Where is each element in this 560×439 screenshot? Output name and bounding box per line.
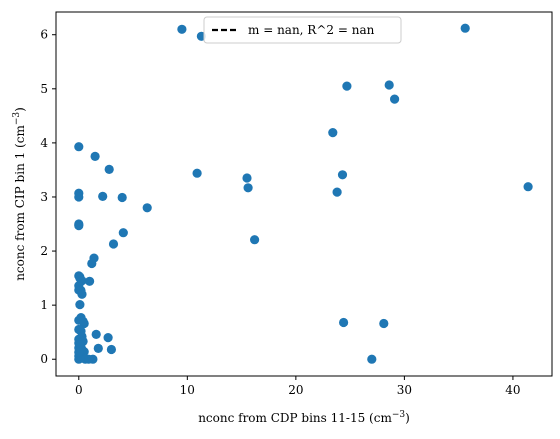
data-point: [84, 354, 94, 364]
data-point: [177, 24, 187, 34]
y-tick-label: 5: [40, 82, 48, 96]
data-point: [74, 142, 84, 152]
plot-frame: [55, 11, 553, 377]
data-point: [103, 333, 113, 343]
data-point: [106, 344, 116, 355]
data-point: [74, 324, 84, 335]
data-point: [390, 94, 400, 104]
data-point: [337, 170, 348, 180]
x-axis-ticks: 0 10 20 30 40: [75, 376, 521, 397]
data-point: [93, 343, 103, 353]
data-point: [242, 173, 252, 183]
data-point: [87, 258, 97, 269]
data-point: [384, 80, 394, 90]
data-point: [91, 329, 101, 339]
data-point: [75, 300, 85, 310]
data-point: [367, 354, 377, 364]
data-point: [523, 182, 533, 192]
data-point: [78, 316, 88, 326]
x-axis-label: nconc from CDP bins 11-15 (cm−3): [198, 410, 410, 425]
data-point: [118, 228, 128, 238]
data-point: [98, 191, 108, 201]
data-point: [108, 239, 119, 249]
scatter-points: [74, 23, 533, 364]
x-tick-label: 30: [397, 383, 412, 397]
y-tick-label: 3: [40, 190, 48, 204]
data-point: [74, 192, 84, 202]
legend-box: [203, 16, 402, 44]
data-point: [342, 81, 352, 91]
y-tick-label: 1: [40, 298, 48, 312]
data-point: [142, 203, 152, 213]
x-tick-label: 0: [75, 383, 83, 397]
data-point: [339, 317, 349, 328]
data-point: [74, 221, 84, 231]
data-point: [90, 151, 100, 161]
x-tick-label: 10: [180, 383, 195, 397]
x-tick-label: 20: [288, 383, 303, 397]
data-point: [250, 235, 260, 245]
data-point: [332, 187, 342, 197]
data-point: [77, 289, 87, 299]
data-point: [75, 340, 85, 350]
legend-entry-label: m = nan, R^2 = nan: [248, 23, 375, 37]
data-point: [85, 276, 95, 286]
data-point: [192, 168, 202, 178]
data-point: [243, 183, 253, 193]
y-tick-label: 4: [40, 136, 48, 150]
y-tick-label: 2: [40, 244, 48, 258]
data-point: [460, 23, 470, 33]
x-tick-label: 40: [505, 383, 520, 397]
data-point: [104, 164, 114, 174]
y-tick-label: 6: [40, 28, 48, 42]
y-tick-label: 0: [40, 352, 48, 366]
y-axis-label: nconc from CIP bin 1 (cm−3): [12, 107, 27, 281]
data-point: [74, 347, 84, 357]
data-point: [379, 318, 389, 329]
y-axis-ticks: 0 1 2 3 4 5 6: [40, 28, 56, 366]
data-point: [328, 128, 338, 138]
legend: m = nan, R^2 = nan: [203, 16, 402, 44]
data-point: [117, 192, 127, 203]
